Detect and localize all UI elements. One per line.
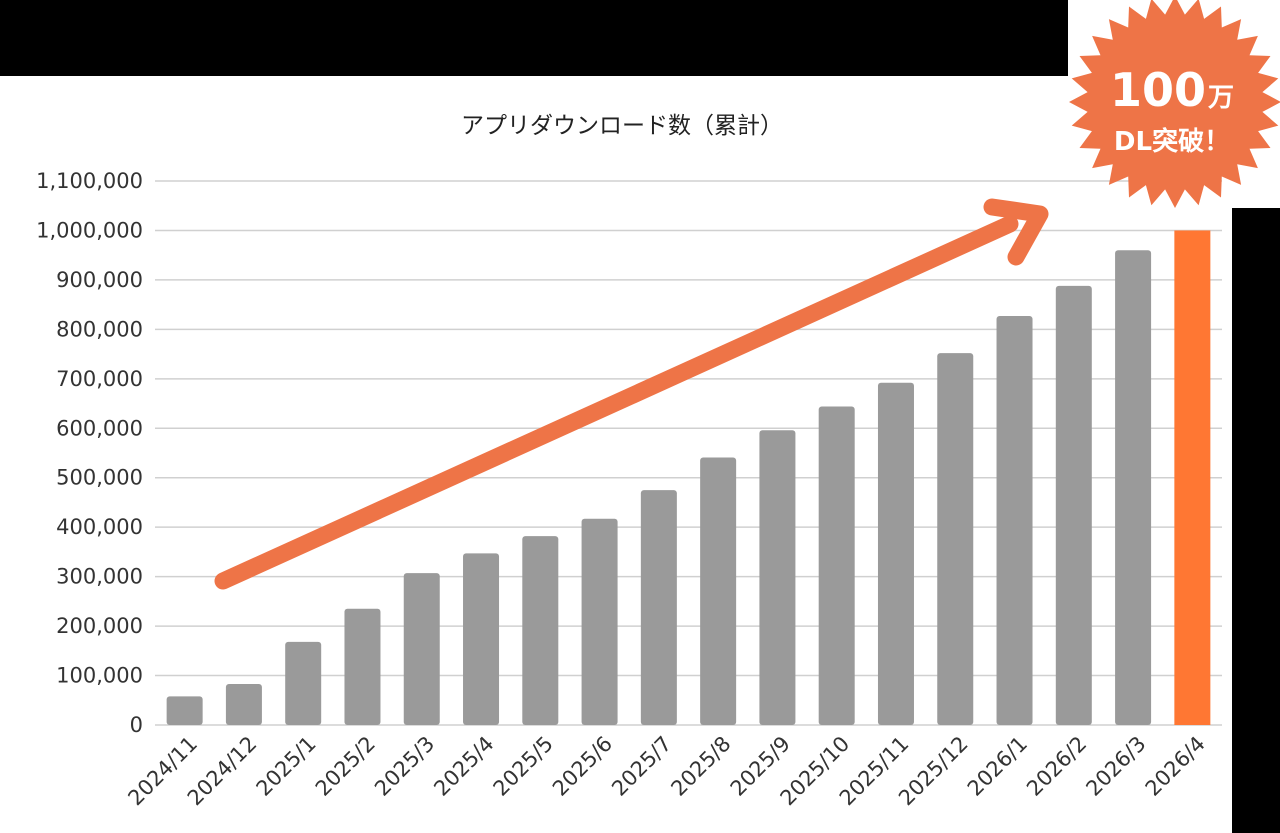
bar-highlight	[1174, 230, 1211, 726]
bar	[463, 553, 500, 725]
bar	[818, 406, 855, 725]
y-tick-label: 100,000	[56, 664, 143, 688]
y-tick-label: 600,000	[56, 416, 143, 440]
chart-title: アプリダウンロード数（累計）	[461, 113, 783, 139]
y-tick-label: 900,000	[56, 268, 143, 292]
x-tick-label: 2026/2	[1022, 732, 1091, 801]
x-tick-label: 2025/4	[429, 732, 498, 801]
y-tick-label: 800,000	[56, 317, 143, 341]
starburst-icon	[1069, 0, 1280, 208]
bar	[937, 353, 974, 725]
y-axis-ticks: 0 100,000 200,000 300,000 400,000 500,000 600,…	[36, 169, 143, 737]
y-tick-label: 400,000	[56, 515, 143, 539]
x-tick-label: 2025/1	[252, 732, 321, 801]
bar	[344, 608, 381, 725]
growth-arrow	[214, 198, 1049, 590]
milestone-badge: 100万 DL突破！	[1069, 0, 1280, 208]
y-tick-label: 300,000	[56, 565, 143, 589]
bar	[522, 536, 559, 725]
x-tick-label: 2026/1	[963, 732, 1032, 801]
bar	[1055, 285, 1092, 725]
bar	[640, 490, 677, 725]
bar	[700, 457, 737, 725]
bar	[996, 316, 1033, 725]
bar	[1115, 250, 1152, 725]
x-tick-label: 2025/7	[607, 732, 676, 801]
bar	[877, 382, 914, 725]
badge-subtext: DL突破！	[1114, 126, 1230, 157]
bar	[166, 696, 203, 725]
y-tick-label: 0	[130, 713, 143, 737]
x-axis-ticks: 2024/112024/122025/12025/22025/32025/420…	[124, 732, 1210, 811]
x-tick-label: 2025/5	[489, 732, 558, 801]
y-tick-label: 200,000	[56, 614, 143, 638]
x-tick-label: 2026/3	[1081, 732, 1150, 801]
x-tick-label: 2025/6	[548, 732, 617, 801]
badge-unit: 万	[1208, 83, 1234, 113]
y-tick-label: 1,100,000	[36, 169, 143, 193]
y-tick-label: 500,000	[56, 466, 143, 490]
x-tick-label: 2025/2	[311, 732, 380, 801]
bar	[759, 430, 796, 725]
top-banner	[0, 0, 1068, 76]
badge-number: 100	[1110, 63, 1206, 117]
gridlines	[155, 180, 1222, 726]
badge-headline: 100万	[1110, 63, 1234, 117]
y-tick-label: 1,000,000	[36, 218, 143, 242]
bars	[166, 230, 1211, 726]
x-tick-label: 2025/8	[666, 732, 735, 801]
bar	[581, 518, 618, 725]
x-tick-label: 2026/4	[1141, 732, 1210, 801]
y-tick-label: 700,000	[56, 367, 143, 391]
bar	[285, 641, 322, 725]
right-banner	[1232, 208, 1280, 833]
bar	[403, 573, 440, 725]
x-tick-label: 2025/3	[370, 732, 439, 801]
bar	[225, 683, 262, 725]
